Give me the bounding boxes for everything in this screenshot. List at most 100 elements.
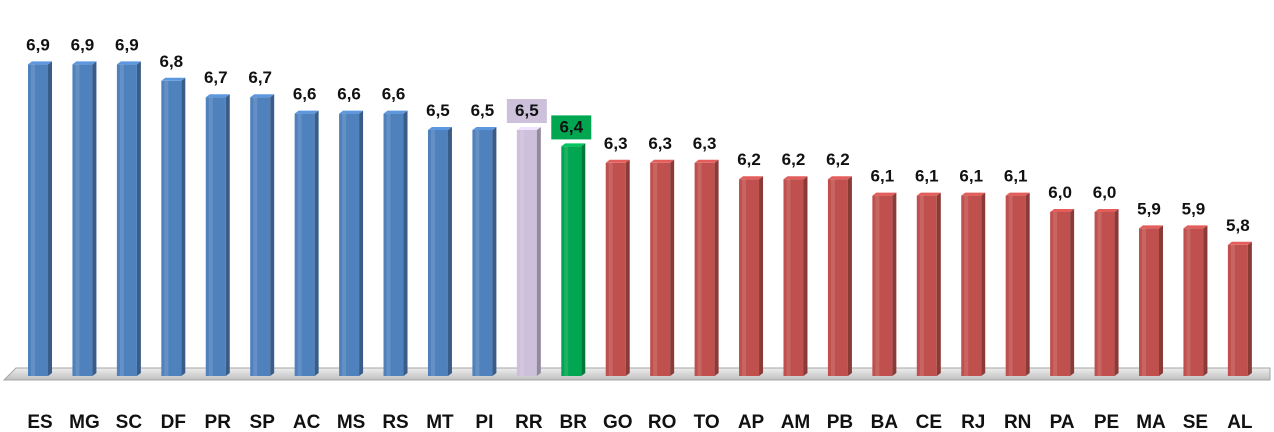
- bar-br: [561, 143, 586, 376]
- bar-side-rs: [403, 110, 408, 376]
- bar-body-go: [605, 162, 626, 376]
- bar-body-mt: [427, 130, 448, 376]
- value-label-ma: 5,9: [1137, 199, 1161, 218]
- bar-top-sc: [116, 61, 141, 65]
- bar-top-ba: [872, 192, 897, 196]
- value-label-go: 6,3: [604, 134, 628, 153]
- x-tick-mt: MT: [426, 412, 454, 432]
- bar-side-ma: [1159, 225, 1163, 376]
- x-tick-pi: PI: [475, 412, 493, 432]
- x-tick-ba: BA: [871, 412, 899, 432]
- bar-top-rs: [383, 110, 408, 114]
- bar-side-pr: [225, 94, 230, 376]
- value-label-sp: 6,7: [248, 68, 272, 87]
- x-tick-mg: MG: [69, 412, 100, 432]
- bar-highlight-pi: [475, 130, 480, 376]
- x-tick-ro: RO: [648, 412, 677, 432]
- bar-side-go: [625, 159, 630, 376]
- bar-highlight-ap: [742, 179, 747, 376]
- bar-highlight-mt: [430, 130, 435, 376]
- x-tick-ce: CE: [916, 412, 942, 432]
- value-label-pa: 6,0: [1048, 183, 1072, 202]
- bar-body-df: [161, 80, 182, 377]
- bar-side-ms: [359, 110, 364, 376]
- bar-side-to: [714, 159, 719, 376]
- bar-top-ce: [916, 192, 941, 196]
- value-label-pi: 6,5: [471, 101, 495, 120]
- x-axis-tick-labels: ES MG SC DF PR SP AC MS RS MT PI RR BR GO RO TO AP AM PB BA…: [27, 412, 1253, 432]
- bar-highlight-am: [786, 179, 791, 376]
- bar-body-ro: [650, 162, 671, 376]
- x-tick-rn: RN: [1004, 412, 1031, 432]
- bar-rr: [516, 127, 541, 376]
- x-tick-rr: RR: [515, 412, 543, 432]
- bar-body-ce: [916, 195, 937, 376]
- bar-mg: [72, 61, 97, 377]
- bar-pr: [205, 94, 230, 376]
- bar-ba: [872, 192, 897, 376]
- bar-side-mt: [447, 127, 452, 376]
- bar-body-rj: [961, 195, 982, 376]
- x-tick-df: DF: [161, 412, 186, 432]
- x-tick-pa: PA: [1050, 412, 1075, 432]
- value-label-ap: 6,2: [737, 150, 761, 169]
- bar-highlight-pe: [1097, 212, 1102, 376]
- bar-highlight-go: [608, 162, 613, 376]
- bar-es: [28, 61, 52, 377]
- x-tick-sp: SP: [250, 412, 276, 432]
- bar-highlight-rr: [519, 130, 524, 376]
- bar-highlight-ce: [919, 195, 924, 376]
- x-tick-sc: SC: [116, 412, 143, 432]
- bar-top-mg: [72, 61, 97, 65]
- bar-highlight-ma: [1142, 228, 1146, 376]
- bar-top-rn: [1005, 192, 1030, 196]
- bar-top-ro: [650, 159, 675, 163]
- bar-top-pr: [205, 94, 230, 98]
- bar-highlight-ro: [653, 162, 658, 376]
- bar-highlight-se: [1186, 228, 1191, 376]
- bar-side-pa: [1070, 209, 1075, 376]
- bar-side-ba: [892, 192, 897, 376]
- bar-sp: [250, 94, 275, 376]
- value-label-se: 5,9: [1182, 199, 1206, 218]
- bars-group: [28, 61, 1252, 377]
- bar-body-sp: [250, 97, 271, 376]
- bar-side-rr: [536, 127, 541, 376]
- bar-side-ac: [314, 110, 319, 376]
- bar-highlight-ba: [875, 195, 880, 376]
- x-tick-to: TO: [694, 412, 720, 432]
- bar-body-am: [783, 179, 804, 376]
- bar-highlight-rj: [964, 195, 969, 376]
- bar-body-al: [1227, 244, 1248, 376]
- bar-top-am: [783, 176, 808, 180]
- value-label-rn: 6,1: [1004, 167, 1028, 186]
- value-label-es: 6,9: [26, 35, 50, 54]
- bar-ap: [739, 176, 764, 376]
- bar-al: [1227, 241, 1252, 376]
- bar-rn: [1005, 192, 1030, 376]
- bar-ms: [339, 110, 364, 376]
- bar-body-mg: [72, 64, 93, 377]
- value-label-bg-br: [551, 115, 592, 140]
- bar-ac: [294, 110, 319, 376]
- bar-top-to: [694, 159, 719, 163]
- bar-body-pr: [205, 97, 226, 376]
- value-label-mg: 6,9: [71, 35, 95, 54]
- x-tick-pe: PE: [1094, 412, 1119, 432]
- value-label-pr: 6,7: [204, 68, 228, 87]
- bar-pe: [1094, 209, 1119, 376]
- bar-to: [694, 159, 719, 376]
- bar-rj: [961, 192, 986, 376]
- bar-highlight-sc: [119, 64, 124, 377]
- value-label-ms: 6,6: [337, 85, 361, 104]
- bar-side-pe: [1114, 209, 1119, 376]
- bar-top-rr: [516, 127, 541, 130]
- bar-highlight-pr: [208, 97, 213, 376]
- bar-side-df: [181, 77, 186, 377]
- x-tick-rj: RJ: [961, 412, 985, 432]
- bar-ma: [1139, 225, 1163, 376]
- x-tick-br: BR: [560, 412, 588, 432]
- bar-highlight-df: [164, 80, 169, 377]
- bar-body-sc: [116, 64, 137, 377]
- bar-highlight-pa: [1053, 212, 1058, 376]
